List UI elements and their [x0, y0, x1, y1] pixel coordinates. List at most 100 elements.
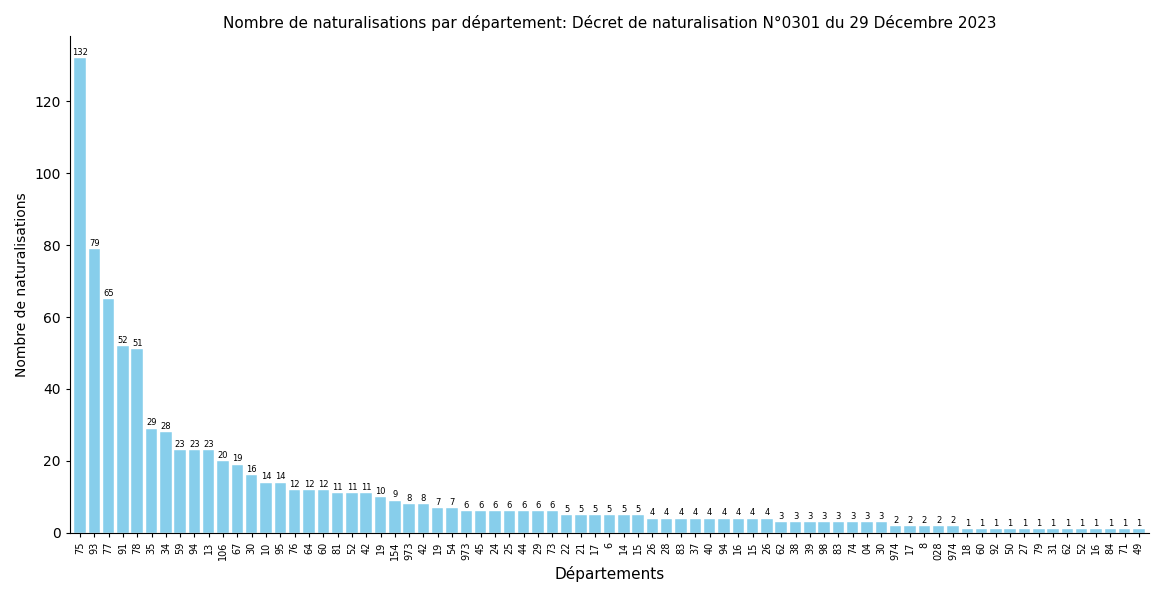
Bar — [289, 490, 300, 533]
Text: 2: 2 — [950, 516, 956, 525]
Text: 3: 3 — [865, 512, 870, 521]
Bar — [632, 515, 644, 533]
Bar — [132, 349, 143, 533]
Bar — [518, 511, 530, 533]
Bar — [991, 530, 1001, 533]
Bar — [118, 346, 129, 533]
Text: 1: 1 — [1065, 519, 1070, 528]
Text: 5: 5 — [563, 505, 569, 514]
Bar — [804, 522, 816, 533]
Bar — [689, 519, 701, 533]
Bar — [847, 522, 859, 533]
Bar — [175, 450, 186, 533]
Title: Nombre de naturalisations par département: Décret de naturalisation N°0301 du 29: Nombre de naturalisations par départemen… — [222, 15, 996, 31]
Text: 2: 2 — [893, 516, 899, 525]
Bar — [389, 500, 400, 533]
Text: 7: 7 — [435, 498, 440, 507]
Bar — [904, 526, 916, 533]
Bar — [1018, 530, 1030, 533]
Text: 6: 6 — [492, 501, 498, 510]
Text: 6: 6 — [549, 501, 555, 510]
Bar — [361, 493, 372, 533]
Text: 5: 5 — [636, 505, 640, 514]
Bar — [161, 432, 171, 533]
Text: 1: 1 — [1093, 519, 1099, 528]
Bar — [218, 461, 229, 533]
Text: 2: 2 — [936, 516, 942, 525]
Bar — [675, 519, 687, 533]
Text: 6: 6 — [521, 501, 526, 510]
Text: 4: 4 — [765, 509, 769, 518]
Text: 8: 8 — [420, 494, 426, 503]
Text: 1: 1 — [1108, 519, 1113, 528]
Bar — [203, 450, 214, 533]
Text: 2: 2 — [908, 516, 913, 525]
Text: 7: 7 — [449, 498, 455, 507]
Text: 5: 5 — [592, 505, 598, 514]
Text: 3: 3 — [807, 512, 812, 521]
Text: 1: 1 — [993, 519, 999, 528]
Text: 11: 11 — [361, 483, 371, 493]
Text: 4: 4 — [679, 509, 683, 518]
Text: 52: 52 — [118, 336, 128, 344]
Bar — [1119, 530, 1130, 533]
Bar — [489, 511, 501, 533]
Text: 4: 4 — [693, 509, 698, 518]
Text: 6: 6 — [535, 501, 540, 510]
Bar — [1105, 530, 1116, 533]
Text: 12: 12 — [304, 479, 314, 489]
Text: 29: 29 — [147, 418, 157, 427]
Bar — [418, 504, 430, 533]
Bar — [775, 522, 787, 533]
Bar — [304, 490, 314, 533]
Text: 1: 1 — [1050, 519, 1056, 528]
Bar — [1034, 530, 1044, 533]
Text: 1: 1 — [979, 519, 985, 528]
Text: 6: 6 — [463, 501, 469, 510]
Bar — [890, 526, 901, 533]
Bar — [189, 450, 200, 533]
Text: 1: 1 — [1136, 519, 1142, 528]
Bar — [504, 511, 514, 533]
Text: 1: 1 — [1122, 519, 1127, 528]
Text: 3: 3 — [779, 512, 783, 521]
Text: 11: 11 — [347, 483, 357, 493]
Bar — [790, 522, 801, 533]
Text: 19: 19 — [232, 454, 242, 463]
Bar — [332, 493, 343, 533]
Bar — [961, 530, 973, 533]
Bar — [618, 515, 630, 533]
Text: 23: 23 — [190, 440, 200, 449]
Bar — [275, 482, 286, 533]
Text: 23: 23 — [204, 440, 214, 449]
Bar — [604, 515, 616, 533]
Bar — [547, 511, 558, 533]
Text: 14: 14 — [275, 472, 285, 481]
Text: 5: 5 — [579, 505, 583, 514]
Text: 1: 1 — [1079, 519, 1085, 528]
Bar — [88, 248, 100, 533]
Text: 16: 16 — [247, 465, 257, 474]
Bar — [404, 504, 414, 533]
Text: 1: 1 — [1036, 519, 1042, 528]
Text: 3: 3 — [822, 512, 826, 521]
Bar — [346, 493, 357, 533]
Text: 3: 3 — [836, 512, 842, 521]
Bar — [318, 490, 329, 533]
Bar — [475, 511, 487, 533]
Bar — [432, 507, 443, 533]
Bar — [232, 464, 243, 533]
Bar — [1091, 530, 1102, 533]
Text: 4: 4 — [750, 509, 755, 518]
Text: 5: 5 — [606, 505, 612, 514]
Bar — [832, 522, 844, 533]
Text: 11: 11 — [333, 483, 343, 493]
Text: 28: 28 — [161, 422, 171, 431]
Text: 6: 6 — [478, 501, 483, 510]
Text: 4: 4 — [722, 509, 726, 518]
Bar — [561, 515, 573, 533]
Text: 6: 6 — [506, 501, 512, 510]
Bar — [818, 522, 830, 533]
Bar — [146, 429, 157, 533]
Bar — [918, 526, 930, 533]
